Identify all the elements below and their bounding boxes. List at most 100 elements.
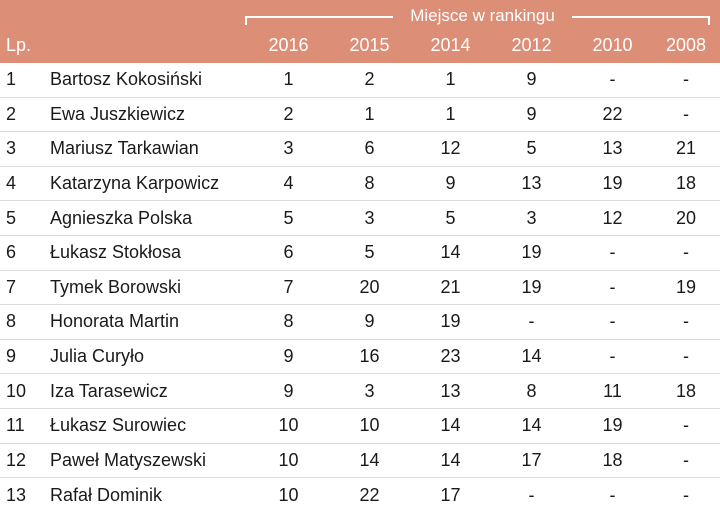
rank-cell: - — [683, 415, 689, 436]
artist-name: Łukasz Surowiec — [50, 415, 187, 436]
rank-cell: 10 — [278, 415, 299, 436]
rank-cell: 3 — [364, 207, 375, 228]
rank-cell: 5 — [283, 207, 294, 228]
rank-cell: 8 — [526, 380, 537, 401]
column-header-year: 2016 — [268, 34, 309, 55]
rank-cell: 9 — [526, 69, 537, 90]
rank-cell: - — [683, 449, 689, 470]
rank-cell: 18 — [675, 173, 697, 194]
table-row: 11 Łukasz Surowiec 10 10 14 14 19 - — [0, 409, 720, 444]
table-row: 2 Ewa Juszkiewicz 2 1 1 9 22 - — [0, 98, 720, 133]
rank-cell: - — [683, 242, 689, 263]
rank-cell: 19 — [440, 311, 461, 332]
table-header: Miejsce w rankingu Lp. 2016 2015 2014 20… — [0, 0, 720, 63]
rank-cell: - — [609, 484, 616, 505]
rank-cell: 18 — [602, 449, 623, 470]
table-row: 12 Paweł Matyszewski 10 14 14 17 18 - — [0, 444, 720, 479]
rank-cell: 5 — [445, 207, 456, 228]
rank-cell: 14 — [521, 346, 542, 367]
rank-cell: 3 — [526, 207, 537, 228]
column-header-year: 2010 — [592, 34, 633, 55]
table-row: 7 Tymek Borowski 7 20 21 19 - 19 — [0, 271, 720, 306]
table-row: 6 Łukasz Stokłosa 6 5 14 19 - - — [0, 236, 720, 271]
row-lp: 13 — [6, 484, 27, 505]
row-lp: 12 — [6, 449, 27, 470]
rank-cell: 19 — [675, 276, 697, 297]
rank-cell: - — [683, 103, 689, 124]
column-header-year: 2014 — [430, 34, 471, 55]
rank-cell: 14 — [359, 449, 380, 470]
row-lp: 2 — [6, 103, 17, 124]
rank-cell: 19 — [521, 276, 542, 297]
artist-name: Julia Curyło — [50, 346, 145, 367]
rank-cell: 12 — [440, 138, 461, 159]
artist-name: Iza Tarasewicz — [50, 380, 168, 401]
rank-cell: 13 — [602, 138, 623, 159]
column-header-year: 2012 — [511, 34, 552, 55]
rank-cell: 10 — [278, 449, 299, 470]
rank-cell: 7 — [283, 276, 294, 297]
rank-cell: 5 — [526, 138, 537, 159]
artist-name: Łukasz Stokłosa — [50, 242, 182, 263]
rank-cell: 14 — [440, 449, 461, 470]
column-header-lp: Lp. — [6, 34, 32, 55]
rank-cell: 19 — [602, 173, 623, 194]
rank-cell: 9 — [526, 103, 537, 124]
artist-name: Katarzyna Karpowicz — [50, 173, 220, 194]
rank-cell: - — [609, 242, 616, 263]
rank-cell: 6 — [283, 242, 294, 263]
rank-cell: - — [609, 346, 616, 367]
artist-name: Ewa Juszkiewicz — [50, 103, 186, 124]
artist-name: Bartosz Kokosiński — [50, 69, 203, 90]
rank-cell: 14 — [440, 415, 461, 436]
rank-cell: 14 — [521, 415, 542, 436]
column-headers: Lp. 2016 2015 2014 2012 2010 2008 — [0, 31, 720, 59]
artist-name: Tymek Borowski — [50, 276, 182, 297]
rank-cell: 1 — [364, 103, 375, 124]
row-lp: 7 — [6, 276, 17, 297]
artist-name: Mariusz Tarkawian — [50, 138, 199, 159]
rank-cell: 10 — [359, 415, 380, 436]
rank-cell: 9 — [283, 380, 294, 401]
rank-cell: 11 — [603, 380, 622, 401]
rank-cell: 16 — [359, 346, 380, 367]
rank-cell: 3 — [364, 380, 375, 401]
row-lp: 5 — [6, 207, 17, 228]
rank-cell: 22 — [602, 103, 623, 124]
bracket-tick-left — [245, 16, 247, 25]
rank-cell: - — [683, 311, 689, 332]
rank-cell: 21 — [440, 276, 461, 297]
rank-cell: 12 — [602, 207, 623, 228]
rank-cell: - — [609, 276, 616, 297]
group-header: Miejsce w rankingu — [0, 5, 720, 27]
rank-cell: 20 — [359, 276, 380, 297]
table-row: 8 Honorata Martin 8 9 19 - - - — [0, 305, 720, 340]
rank-cell: 17 — [440, 484, 461, 505]
artist-name: Paweł Matyszewski — [50, 449, 207, 470]
rank-cell: 19 — [521, 242, 542, 263]
rank-cell: 21 — [675, 138, 697, 159]
rank-cell: 2 — [283, 103, 294, 124]
rank-cell: - — [609, 311, 616, 332]
table-row: 10 Iza Tarasewicz 9 3 13 8 11 18 — [0, 374, 720, 409]
table-row: 3 Mariusz Tarkawian 3 6 12 5 13 21 — [0, 132, 720, 167]
row-lp: 10 — [6, 380, 27, 401]
bracket-line-left — [245, 16, 393, 18]
table-row: 9 Julia Curyło 9 16 23 14 - - — [0, 340, 720, 375]
rank-cell: 9 — [364, 311, 375, 332]
rank-cell: 5 — [364, 242, 375, 263]
rank-cell: 13 — [521, 173, 542, 194]
rank-cell: - — [683, 346, 689, 367]
rank-cell: 9 — [283, 346, 294, 367]
rank-cell: - — [528, 484, 535, 505]
rank-cell: 8 — [283, 311, 294, 332]
bracket-tick-right — [708, 16, 710, 25]
column-header-year: 2015 — [349, 34, 390, 55]
row-lp: 3 — [6, 138, 17, 159]
rank-cell: 6 — [364, 138, 375, 159]
rank-cell: 2 — [364, 69, 375, 90]
rank-cell: 20 — [675, 207, 697, 228]
rank-cell: - — [683, 484, 689, 505]
table-row: 13 Rafał Dominik 10 22 17 - - - — [0, 478, 720, 513]
